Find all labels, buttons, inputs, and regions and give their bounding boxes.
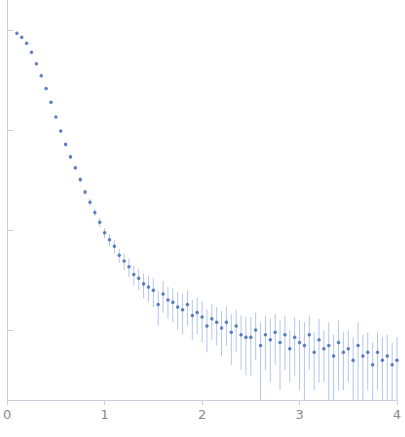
svg-text:0: 0 (3, 407, 11, 422)
svg-text:2: 2 (198, 407, 206, 422)
svg-text:3: 3 (295, 407, 303, 422)
svg-text:4: 4 (393, 407, 401, 422)
svg-text:1: 1 (100, 407, 108, 422)
